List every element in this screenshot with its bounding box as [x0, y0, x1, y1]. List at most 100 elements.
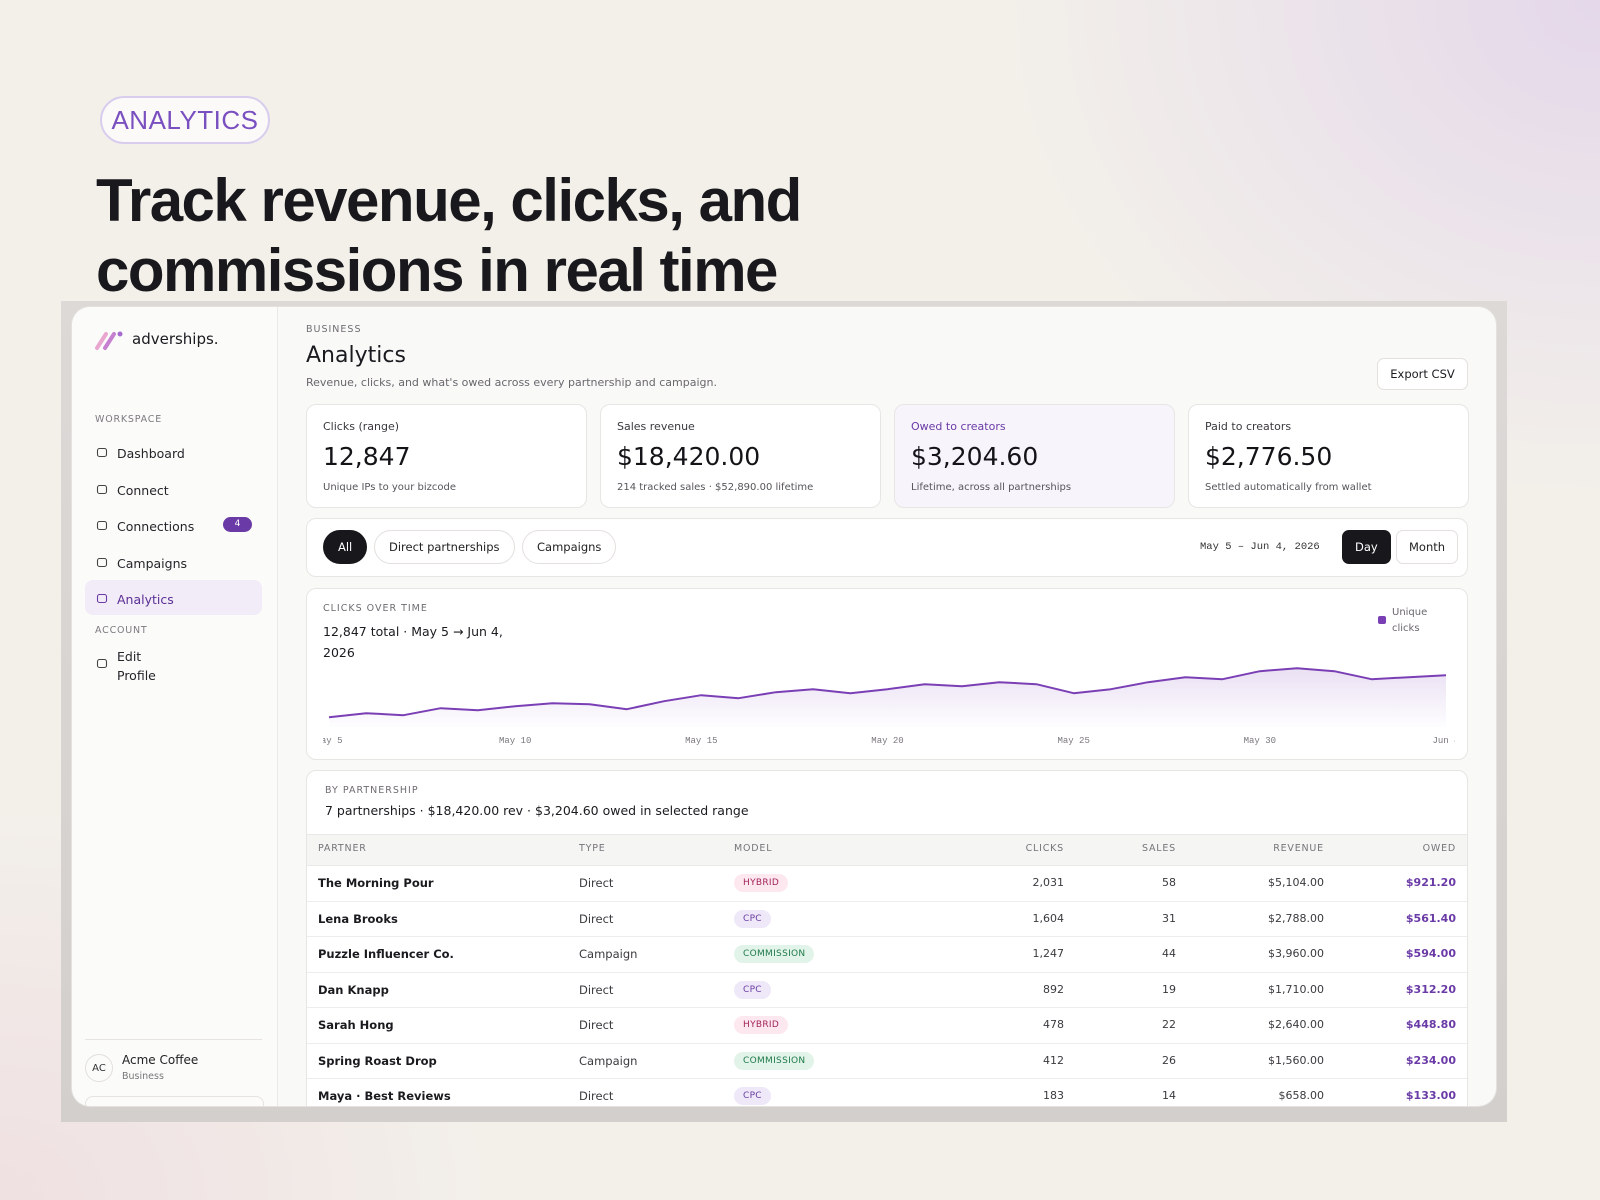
page-subtitle: Revenue, clicks, and what's owed across …: [306, 376, 717, 389]
chart-title: CLICKS OVER TIME: [323, 603, 428, 614]
table-cell: $658.00: [1278, 1089, 1325, 1102]
brand-name: adverships.: [132, 330, 219, 348]
icon-shape: [96, 593, 108, 604]
stat-value: $18,420.00: [617, 442, 761, 471]
row-divider: [307, 900, 1467, 902]
table-cell: $2,788.00: [1268, 911, 1324, 925]
export-button[interactable]: Export CSV: [1377, 358, 1468, 390]
nav-item[interactable]: Connections 4: [85, 507, 262, 542]
stat-note: 214 tracked sales · $52,890.00 lifetime: [617, 482, 814, 493]
table-cell: 412: [1043, 1053, 1064, 1067]
table-cell: 14: [1162, 1089, 1176, 1102]
table-header: [307, 834, 1467, 866]
table-cell: $921.20: [1405, 876, 1456, 889]
table-cell: $594.00: [1405, 947, 1456, 960]
nav-icon: [96, 447, 108, 458]
table-cell: $2,640.00: [1268, 1018, 1324, 1031]
stat-note: Unique IPs to your bizcode: [323, 482, 457, 493]
chart: May 5 May 10 May 15 May 20 May 25 May 30 Jun 4: [323, 616, 1455, 746]
table-cell: Direct: [579, 1018, 614, 1032]
table-cell: Dan Knapp: [318, 982, 389, 997]
table-cell: 1,247: [1032, 947, 1065, 960]
table-cell: 892: [1043, 982, 1064, 996]
table-cell: The Morning Pour: [318, 876, 434, 890]
line: [328, 667, 1447, 719]
nav-item[interactable]: Dashboard: [85, 434, 262, 469]
sidebar-button[interactable]: [85, 1096, 264, 1106]
nav-label: Connect: [117, 482, 169, 498]
table-cell: $3,960.00: [1268, 947, 1324, 960]
nav-section-label: WORKSPACE: [95, 414, 163, 425]
nav-item[interactable]: Campaigns: [85, 544, 262, 579]
avatar: AC: [85, 1054, 113, 1082]
table-cell: 183: [1043, 1089, 1064, 1102]
model-badge: CPC: [734, 980, 771, 999]
nav-icon: [96, 593, 108, 604]
table-cell: Campaign: [579, 947, 638, 961]
nav-icon: [96, 557, 108, 567]
headline-line: commissions in real time: [96, 237, 778, 304]
granularity-button[interactable]: Month: [1396, 530, 1459, 564]
nav-label: Connections: [117, 519, 195, 534]
stat-label: Sales revenue: [617, 420, 695, 433]
nav-icon: [96, 658, 108, 668]
stat-card: Paid to creators $2,776.50 Settled automat…: [1188, 404, 1469, 508]
table-cell: 31: [1162, 911, 1176, 925]
filter-tab[interactable]: All: [323, 530, 368, 564]
table-cell: 26: [1162, 1053, 1176, 1067]
filter-tab[interactable]: Direct partnerships: [374, 530, 515, 564]
stat-card: Owed to creators $3,204.60 Lifetime, acros…: [894, 404, 1175, 508]
table-cell: $1,560.00: [1268, 1053, 1324, 1067]
table-cell: Direct: [579, 876, 614, 890]
account-role: Business: [122, 1071, 164, 1082]
column-header: TYPE: [579, 843, 606, 854]
row-divider: [307, 1042, 1467, 1044]
table-cell: $133.00: [1405, 1089, 1456, 1102]
x-tick-label: May 20: [871, 736, 903, 746]
headline-line: Track revenue, clicks, and: [96, 167, 802, 234]
table-cell: Direct: [579, 911, 614, 926]
nav-section-label: ACCOUNT: [95, 624, 148, 636]
x-tick-label: May 10: [499, 736, 531, 746]
table-cell: $234.00: [1405, 1053, 1456, 1067]
table-cell: Campaign: [579, 1053, 638, 1068]
icon-shape: [96, 658, 108, 668]
nav-item[interactable]: Connect: [85, 471, 262, 506]
eyebrow: BUSINESS: [306, 324, 362, 335]
model-badge: HYBRID: [734, 1016, 789, 1034]
chart-subtitle: 12,847 total · May 5 → Jun 4, 2026: [323, 624, 503, 660]
nav-item[interactable]: Edit Profile: [85, 645, 262, 683]
stat-label: Owed to creators: [911, 420, 1006, 433]
table-cell: Direct: [579, 982, 614, 997]
filter-tab[interactable]: Campaigns: [522, 530, 617, 564]
table-cell: 2,031: [1032, 876, 1065, 889]
section-badge: ANALYTICS: [100, 96, 270, 144]
nav-icon: [96, 520, 108, 531]
row-divider: [307, 1007, 1467, 1008]
table-cell: 44: [1162, 947, 1176, 960]
column-header: OWED: [1422, 843, 1456, 854]
table-cell: Direct: [579, 1089, 614, 1103]
nav-label: Dashboard: [117, 446, 185, 461]
area: [329, 668, 1446, 727]
main-content: BUSINESS Analytics Revenue, clicks, and wh…: [277, 307, 1496, 1106]
divider: [85, 1039, 262, 1040]
stat-note: Settled automatically from wallet: [1205, 482, 1372, 493]
column-header: CLICKS: [1025, 843, 1064, 854]
column-header: REVENUE: [1273, 843, 1324, 854]
granularity-button[interactable]: Day: [1342, 530, 1391, 564]
table-cell: $5,104.00: [1268, 876, 1324, 889]
table-cell: $312.20: [1405, 982, 1456, 996]
nav-badge: 4: [223, 517, 252, 532]
row-divider: [307, 971, 1467, 973]
table-cell: $448.80: [1405, 1018, 1456, 1031]
table-cell: $561.40: [1405, 911, 1456, 925]
legend-swatch: [1378, 616, 1386, 624]
filter-bar: All Direct partnerships Campaigns May 5 – J…: [306, 518, 1468, 577]
x-tick-label: May 30: [1244, 736, 1276, 746]
row-divider: [307, 1078, 1467, 1079]
nav-item[interactable]: Analytics: [85, 580, 262, 615]
row-divider: [307, 936, 1467, 937]
